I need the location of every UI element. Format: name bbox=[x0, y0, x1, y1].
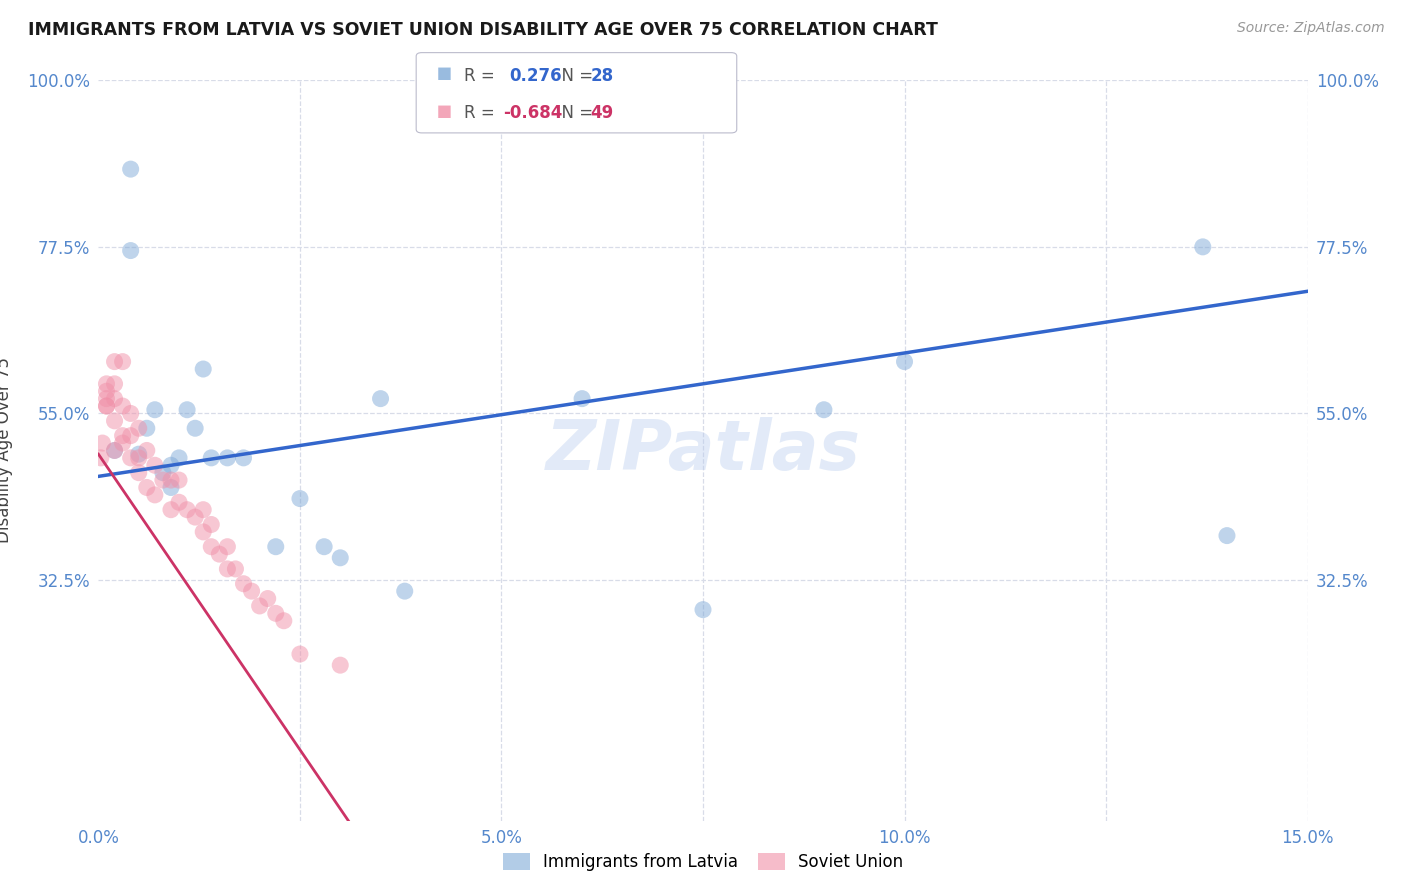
Point bbox=[571, 392, 593, 406]
Point bbox=[96, 376, 118, 391]
Point bbox=[167, 473, 190, 487]
Point bbox=[111, 399, 134, 413]
Point bbox=[184, 510, 207, 524]
Point bbox=[329, 550, 352, 565]
Point bbox=[120, 407, 142, 421]
Text: ▪: ▪ bbox=[436, 99, 453, 122]
Point bbox=[120, 428, 142, 442]
Text: R =: R = bbox=[464, 67, 505, 85]
Point bbox=[111, 354, 134, 368]
Point bbox=[135, 443, 157, 458]
Point bbox=[264, 540, 287, 554]
Point bbox=[152, 466, 174, 480]
Point bbox=[692, 602, 714, 616]
Point bbox=[167, 450, 190, 465]
Point bbox=[193, 524, 215, 539]
Text: IMMIGRANTS FROM LATVIA VS SOVIET UNION DISABILITY AGE OVER 75 CORRELATION CHART: IMMIGRANTS FROM LATVIA VS SOVIET UNION D… bbox=[28, 21, 938, 38]
Point bbox=[176, 502, 198, 516]
Point bbox=[217, 562, 239, 576]
Point bbox=[240, 584, 263, 599]
Point bbox=[143, 488, 166, 502]
Point bbox=[314, 540, 336, 554]
Point bbox=[143, 458, 166, 473]
Point bbox=[370, 392, 392, 406]
Text: -0.684: -0.684 bbox=[503, 104, 562, 122]
Text: ZIPatlas: ZIPatlas bbox=[546, 417, 860, 484]
Point bbox=[1191, 240, 1213, 254]
Point bbox=[120, 244, 142, 258]
Point bbox=[135, 480, 157, 494]
Point bbox=[111, 428, 134, 442]
Y-axis label: Disability Age Over 75: Disability Age Over 75 bbox=[0, 358, 13, 543]
Point bbox=[160, 480, 183, 494]
Point bbox=[103, 443, 125, 458]
Point bbox=[128, 450, 150, 465]
Point bbox=[103, 414, 125, 428]
Point bbox=[96, 399, 118, 413]
Text: R =: R = bbox=[464, 104, 501, 122]
Point bbox=[120, 450, 142, 465]
Point bbox=[232, 576, 254, 591]
Point bbox=[256, 591, 278, 606]
Point bbox=[103, 443, 125, 458]
Point bbox=[96, 384, 118, 399]
Point bbox=[200, 540, 222, 554]
Point bbox=[813, 402, 835, 417]
Text: 28: 28 bbox=[591, 67, 613, 85]
Point bbox=[264, 607, 287, 621]
Point bbox=[200, 517, 222, 532]
Point bbox=[90, 450, 112, 465]
Point bbox=[288, 491, 311, 506]
Point bbox=[96, 392, 118, 406]
Point bbox=[217, 450, 239, 465]
Point bbox=[103, 392, 125, 406]
Point bbox=[128, 421, 150, 435]
Text: 49: 49 bbox=[591, 104, 614, 122]
Point bbox=[160, 458, 183, 473]
Point bbox=[1216, 528, 1239, 542]
Point bbox=[217, 540, 239, 554]
Point bbox=[200, 450, 222, 465]
Point bbox=[143, 402, 166, 417]
Point bbox=[96, 399, 118, 413]
Point bbox=[160, 502, 183, 516]
Point bbox=[232, 450, 254, 465]
Point bbox=[160, 473, 183, 487]
Point bbox=[111, 436, 134, 450]
Point bbox=[176, 402, 198, 417]
Point bbox=[193, 502, 215, 516]
Point bbox=[120, 162, 142, 177]
Point bbox=[893, 354, 915, 368]
Point bbox=[135, 421, 157, 435]
Text: N =: N = bbox=[551, 104, 599, 122]
Point bbox=[128, 447, 150, 461]
Point bbox=[249, 599, 271, 613]
Point bbox=[152, 473, 174, 487]
Text: Source: ZipAtlas.com: Source: ZipAtlas.com bbox=[1237, 21, 1385, 35]
Point bbox=[329, 658, 352, 673]
Text: 0.276: 0.276 bbox=[509, 67, 561, 85]
Text: N =: N = bbox=[551, 67, 599, 85]
Point bbox=[193, 362, 215, 376]
Point bbox=[103, 354, 125, 368]
Point bbox=[91, 436, 114, 450]
Point bbox=[224, 562, 246, 576]
Point bbox=[208, 547, 231, 561]
Point bbox=[167, 495, 190, 509]
Legend: Immigrants from Latvia, Soviet Union: Immigrants from Latvia, Soviet Union bbox=[495, 845, 911, 880]
Point bbox=[128, 466, 150, 480]
Point bbox=[184, 421, 207, 435]
Text: ▪: ▪ bbox=[436, 62, 453, 85]
Point bbox=[288, 647, 311, 661]
Point bbox=[273, 614, 295, 628]
Point bbox=[394, 584, 416, 599]
Point bbox=[103, 376, 125, 391]
